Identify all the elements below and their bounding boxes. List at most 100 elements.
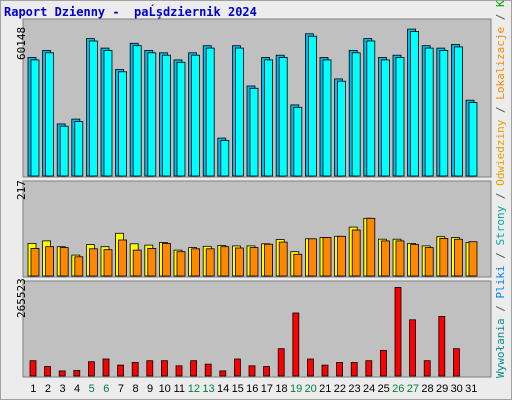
bar-top-s1-d20 [307,35,317,177]
bar-middle-s1-d19 [293,253,303,277]
bar-bottom-s0-d3 [58,370,66,377]
bar-middle-s1-d18 [278,241,288,277]
day-label-17: 17 [261,383,273,395]
bar-bottom-s0-d17 [263,366,271,377]
bar-bottom-s0-d5 [88,361,95,377]
bar-bottom-s0-d7 [117,364,124,377]
bar-top-s1-d24 [366,40,376,177]
bar-top-s1-d31 [468,102,478,177]
bar-middle-s1-d3 [59,247,69,277]
day-label-25: 25 [378,383,390,395]
day-label-10: 10 [159,383,171,395]
middle-panel-max-label: 217 [15,180,28,200]
bar-bottom-s0-d30 [452,348,460,377]
bar-top-s1-d28 [424,47,434,177]
bar-bottom-s0-d27 [409,319,417,377]
bar-top-s1-d21 [322,59,332,177]
bar-middle-s1-d7 [118,239,127,277]
bar-top-s1-d10 [161,54,171,177]
bar-bottom-s0-d26 [394,286,402,377]
day-label-24: 24 [363,383,375,395]
bar-top-s1-d4 [74,121,84,177]
bar-bottom-s0-d19 [292,312,300,377]
bar-middle-s1-d27 [410,244,420,277]
bar-top-s1-d19 [293,106,303,177]
bar-middle-s1-d5 [89,248,98,277]
bar-bottom-s0-d14 [219,370,227,377]
day-label-6: 6 [103,383,109,395]
day-label-20: 20 [305,383,317,395]
bar-bottom-s0-d2 [44,366,51,377]
bar-top-s1-d11 [176,61,186,177]
bar-top-s1-d5 [89,40,98,177]
bar-middle-s1-d28 [424,247,434,277]
top-panel-max-label: 60148 [15,26,28,60]
legend-part: Odwiedziny [494,119,507,186]
day-label-23: 23 [348,383,360,395]
bar-top-s1-d2 [45,52,54,177]
legend-part: Wywołania [494,318,507,378]
bar-top-s1-d25 [380,59,390,177]
bar-middle-s1-d17 [264,243,274,277]
legend-part: / [494,245,507,266]
bar-top-s1-d7 [118,71,127,177]
day-label-11: 11 [174,383,185,395]
bar-top-s1-d18 [278,57,288,177]
bar-top-s1-d13 [205,47,215,177]
bar-middle-s1-d10 [161,242,171,277]
bar-middle-s1-d13 [205,248,215,277]
bar-middle-s1-d29 [439,237,449,277]
bar-top-s1-d23 [351,52,361,177]
bar-bottom-s0-d16 [248,365,256,377]
bar-bottom-s0-d11 [175,365,183,377]
bar-middle-s1-d20 [307,238,317,277]
bar-middle-s1-d30 [453,238,463,277]
bar-middle-s1-d15 [234,247,244,277]
day-label-22: 22 [334,383,346,395]
legend-part: Strony [494,205,507,246]
day-label-18: 18 [275,383,287,395]
bar-top-s1-d8 [132,45,142,177]
legend-part: Lokalizacje [494,26,507,100]
bar-bottom-s0-d6 [102,358,110,377]
day-label-4: 4 [74,383,80,395]
day-label-7: 7 [118,383,124,395]
bar-top-s1-d15 [234,47,244,177]
bar-bottom-s0-d24 [365,360,373,377]
day-label-14: 14 [217,383,229,395]
bar-middle-s1-d24 [366,217,376,277]
bar-middle-s1-d8 [132,249,142,277]
bar-bottom-s0-d25 [379,349,387,377]
bar-bottom-s0-d9 [146,360,154,377]
bar-top-s1-d6 [103,50,113,177]
legend-part: KB Out [494,0,507,7]
day-label-5: 5 [89,383,95,395]
day-label-9: 9 [147,383,153,395]
day-label-31: 31 [465,383,477,395]
day-label-16: 16 [246,383,258,395]
bar-middle-s1-d9 [147,247,157,277]
bar-bottom-s0-d15 [233,358,241,377]
bar-top-s1-d26 [395,57,405,177]
bar-bottom-s0-d18 [277,348,285,377]
day-label-13: 13 [202,383,214,395]
day-label-8: 8 [132,383,138,395]
bar-top-s1-d17 [264,59,274,177]
bar-bottom-s0-d23 [350,361,358,377]
bar-top-s1-d29 [439,50,449,177]
bar-middle-s1-d12 [191,248,201,277]
bar-bottom-s0-d10 [160,360,168,377]
bar-middle-s1-d6 [103,249,113,277]
bar-bottom-s0-d1 [29,360,37,377]
bar-middle-s1-d31 [468,241,478,277]
bar-middle-s1-d26 [395,240,405,277]
bar-top-s1-d22 [337,80,347,177]
bar-top-s1-d14 [220,140,230,177]
day-label-19: 19 [290,383,302,395]
day-label-28: 28 [421,383,433,395]
bar-bottom-s0-d22 [336,361,344,377]
bar-top-s1-d30 [453,46,463,177]
bar-middle-s1-d11 [176,251,186,277]
bar-bottom-s0-d20 [306,358,314,377]
bar-middle-s1-d16 [249,247,259,277]
